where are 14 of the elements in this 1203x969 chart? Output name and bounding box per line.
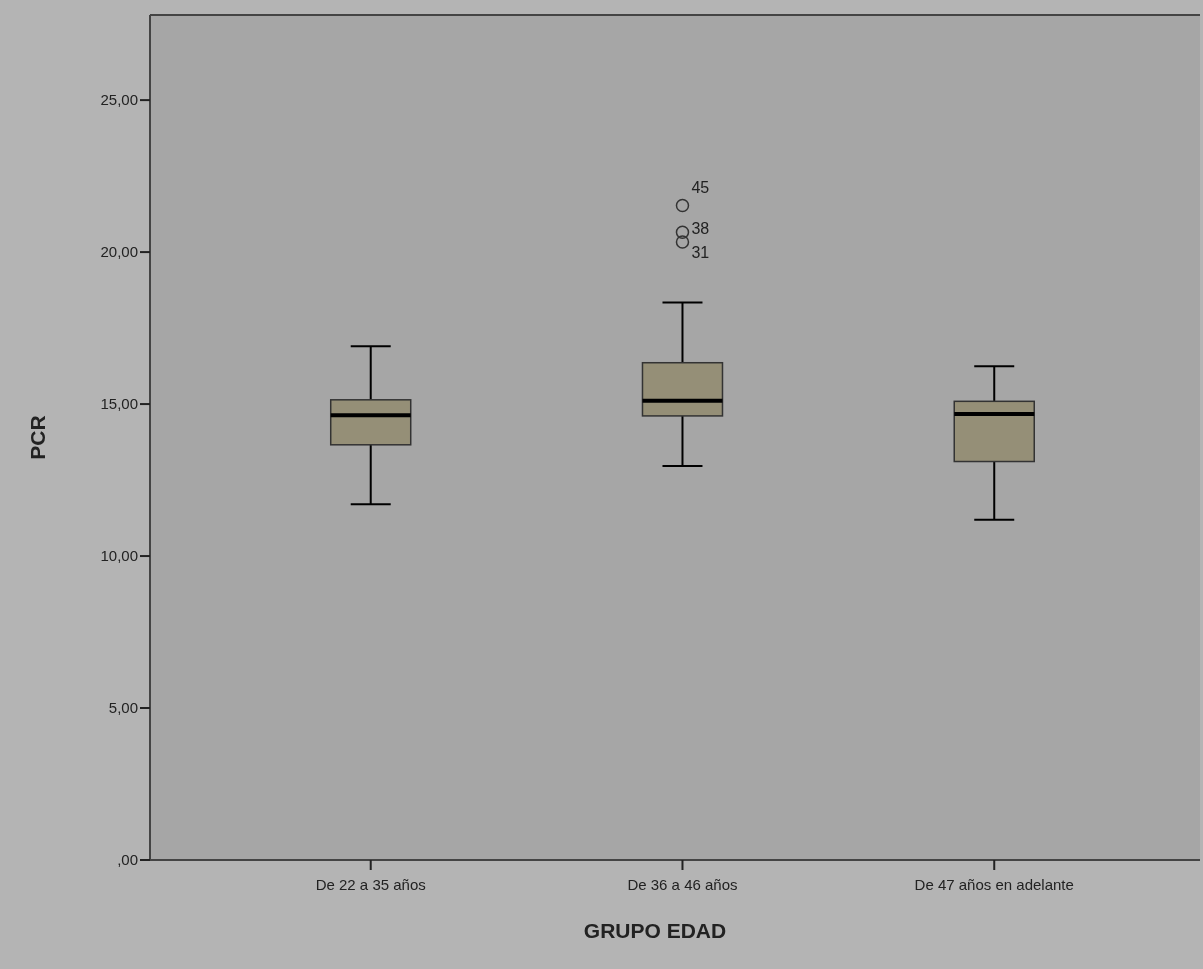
annotation: 45 bbox=[691, 179, 710, 197]
x-tick-label: De 47 años en adelante bbox=[914, 876, 1074, 893]
y-axis-title: PCR bbox=[26, 415, 49, 460]
y-tick-label: ,00 bbox=[117, 851, 138, 869]
x-axis-title: GRUPO EDAD bbox=[583, 919, 727, 942]
annotation: 38 bbox=[691, 219, 710, 237]
annotation: 31 bbox=[691, 243, 710, 261]
x-tick-label: De 22 a 35 años bbox=[315, 876, 426, 893]
x-tick-label: De 36 a 46 años bbox=[627, 876, 738, 893]
y-tick-label: 25,00 bbox=[100, 91, 138, 109]
y-tick-label: 20,00 bbox=[100, 243, 138, 261]
y-tick-label: 15,00 bbox=[100, 395, 138, 413]
y-tick-label: 10,00 bbox=[100, 547, 138, 565]
y-tick-label: 5,00 bbox=[108, 699, 138, 717]
